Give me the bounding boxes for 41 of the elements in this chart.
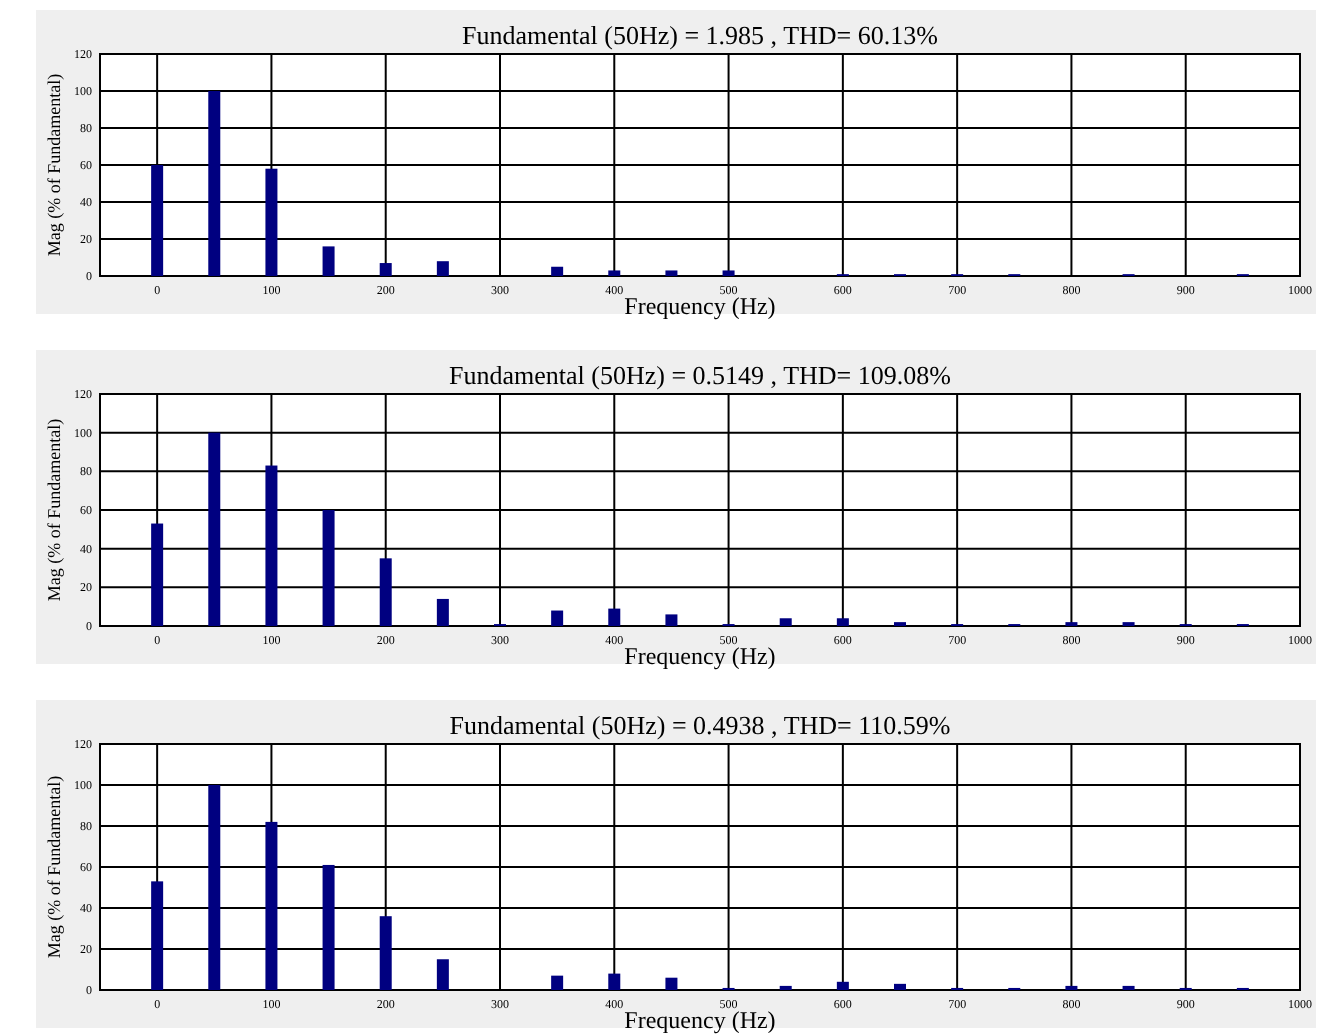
bar (551, 975, 564, 990)
bar (722, 270, 735, 276)
bar (265, 465, 278, 626)
chart-title: Fundamental (50Hz) = 0.5149 , THD= 109.08% (449, 360, 952, 390)
chart-title: Fundamental (50Hz) = 1.985 , THD= 60.13% (462, 20, 939, 50)
bar (551, 610, 564, 626)
bar (836, 618, 849, 626)
y-axis-title: Mag (% of Fundamental) (44, 775, 64, 959)
bar (208, 785, 221, 990)
bar (322, 864, 335, 990)
bar (151, 523, 164, 626)
bar (836, 981, 849, 990)
bar (208, 91, 221, 276)
bar (436, 959, 449, 990)
y-axis-title: Mag (% of Fundamental) (44, 73, 64, 257)
x-axis-title: Frequency (Hz) (624, 1006, 776, 1034)
bar (208, 432, 221, 626)
bar (151, 881, 164, 990)
bar (379, 916, 392, 990)
bar (322, 246, 335, 276)
bar (436, 598, 449, 626)
x-axis-title: Frequency (Hz) (624, 292, 776, 320)
bar (608, 973, 621, 990)
bar (608, 270, 621, 276)
bar (379, 263, 392, 276)
y-axis-title: Mag (% of Fundamental) (44, 418, 64, 602)
bar (894, 983, 906, 990)
bar (265, 168, 278, 276)
bar (379, 558, 392, 626)
bar (151, 165, 164, 276)
bar (665, 977, 678, 990)
bar (436, 261, 449, 276)
chart-title: Fundamental (50Hz) = 0.4938 , THD= 110.59% (449, 710, 951, 740)
bar (665, 614, 678, 626)
bar (265, 821, 278, 990)
bar (551, 266, 564, 276)
bar (779, 618, 792, 626)
bar (665, 270, 678, 276)
bar (608, 608, 621, 626)
x-axis-title: Frequency (Hz) (624, 642, 776, 670)
bar (322, 510, 335, 626)
